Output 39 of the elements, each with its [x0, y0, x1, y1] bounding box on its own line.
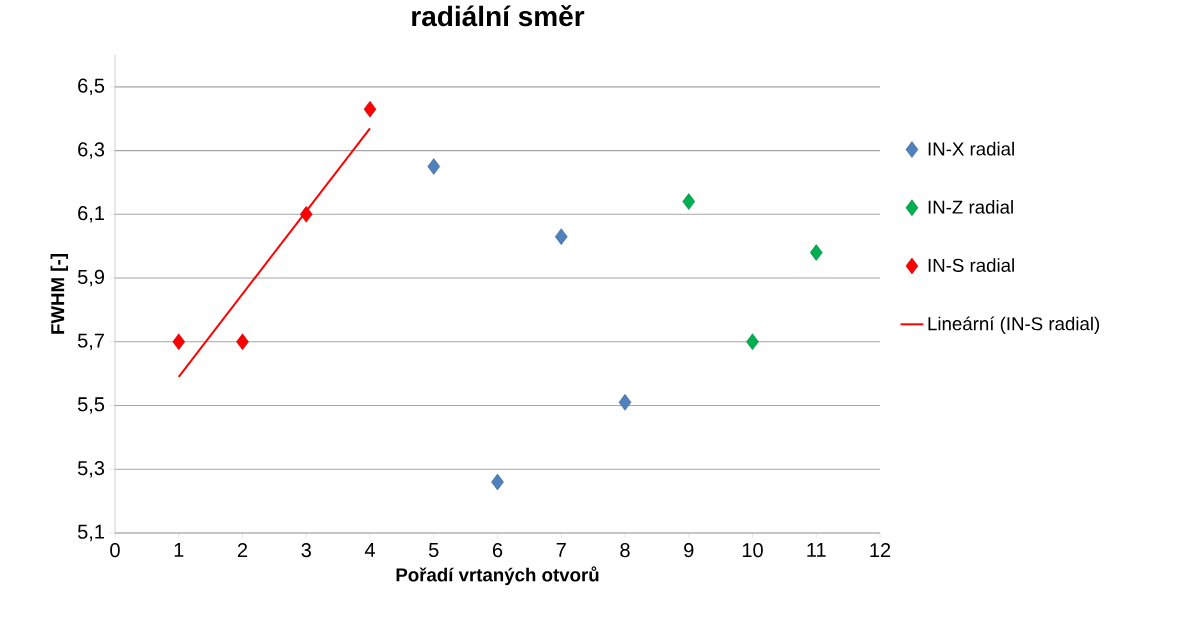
- legend-label: IN-X radial: [928, 141, 1014, 156]
- x-tick-label: 11: [807, 543, 826, 557]
- legend-label: IN-S radial: [928, 258, 1014, 272]
- y-tick-label: 5,9: [77, 269, 104, 287]
- point: [236, 333, 249, 351]
- x-tick-label: 8: [620, 543, 630, 558]
- x-tick-label: 4: [364, 543, 375, 557]
- legend-label: IN-Z radial: [928, 200, 1013, 214]
- point: [363, 100, 377, 118]
- x-tick-label: 9: [684, 543, 694, 558]
- y-tick-label: 5,1: [77, 524, 104, 542]
- y-tick-label: 6,3: [78, 142, 105, 159]
- y-tick-label: 6,1: [78, 206, 104, 223]
- point: [746, 333, 759, 351]
- point: [618, 394, 632, 411]
- y-tick-label: 6,5: [78, 78, 105, 96]
- point: [809, 244, 823, 261]
- x-tick-label: 10: [742, 543, 763, 558]
- point: [427, 158, 441, 175]
- y-axis-title: FWHM [-]: [50, 254, 68, 334]
- y-tick-label: 5,3: [77, 461, 105, 478]
- x-tick-label: 2: [237, 543, 248, 558]
- point: [682, 193, 696, 210]
- x-tick-label: 0: [110, 543, 120, 558]
- point: [299, 206, 313, 223]
- legend-label: Lineární (IN-S radial): [928, 316, 1100, 335]
- x-tick-label: 6: [492, 543, 503, 558]
- point: [172, 333, 186, 351]
- x-tick-label: 12: [870, 543, 891, 558]
- x-tick-label: 7: [556, 543, 566, 557]
- x-tick-label: 3: [301, 543, 311, 558]
- x-tick-label: 1: [174, 543, 184, 557]
- x-tick-label: 5: [428, 543, 439, 557]
- chart-title: radiální směr: [412, 5, 585, 27]
- point: [491, 473, 504, 491]
- point: [554, 228, 568, 245]
- y-tick-label: 5,5: [77, 397, 105, 414]
- y-tick-label: 5,7: [77, 333, 104, 350]
- x-axis-title: Pořadí vrtaných otvorů: [396, 566, 599, 586]
